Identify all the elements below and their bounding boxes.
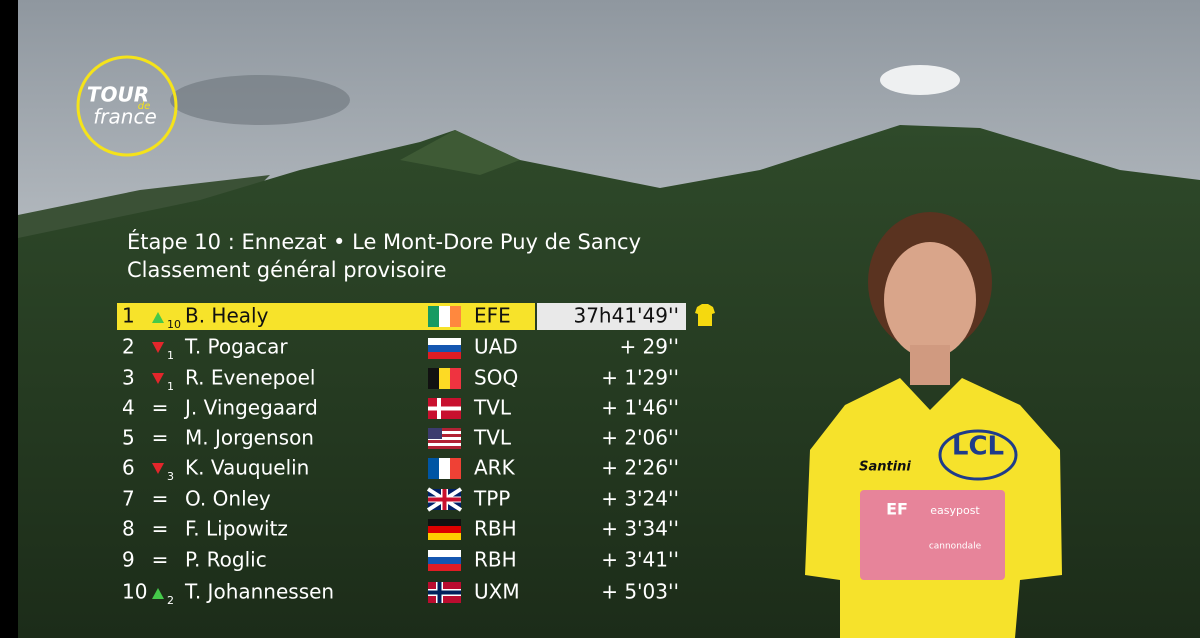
rank: 4	[122, 396, 135, 420]
team: UAD	[474, 335, 518, 359]
time: + 3'34''	[601, 517, 679, 541]
rank: 9	[122, 548, 135, 572]
movement-places: 1	[167, 349, 174, 362]
movement: =	[152, 487, 169, 511]
rider-name: K. Vauquelin	[185, 456, 309, 480]
time: 37h41'49''	[573, 304, 679, 328]
team: UXM	[474, 580, 520, 604]
jersey-text: LCL	[952, 432, 1004, 462]
logo-text: de	[138, 101, 151, 112]
time: + 29''	[619, 335, 679, 359]
flag	[428, 519, 461, 540]
rider-name: T. Johannessen	[184, 580, 334, 604]
rider-name: B. Healy	[185, 304, 269, 328]
classification-title: Classement général provisoire	[127, 258, 447, 282]
movement-places: 1	[167, 380, 174, 393]
jersey-text: easypost	[930, 504, 980, 517]
rider-name: J. Vingegaard	[183, 396, 318, 420]
time: + 2'06''	[601, 426, 679, 450]
movement: =	[152, 426, 169, 450]
time: + 2'26''	[601, 456, 679, 480]
flag	[428, 306, 461, 327]
rank: 10	[122, 580, 147, 604]
team: SOQ	[474, 366, 518, 390]
movement: =	[152, 548, 169, 572]
logo-text: TOUR	[87, 83, 149, 107]
logo-text: france	[93, 105, 157, 129]
rank: 6	[122, 456, 135, 480]
movement-places: 3	[167, 470, 174, 483]
logo: TOUR de france	[76, 55, 178, 157]
flag	[428, 338, 461, 359]
standings: 1 10 B. Healy EFE 37h41'49'' 2 1 T. Pogacar UAD +…	[122, 304, 679, 608]
movement-places: 2	[167, 594, 174, 607]
team: TPP	[473, 487, 510, 511]
time: + 3'41''	[601, 548, 679, 572]
time: + 1'46''	[601, 396, 679, 420]
rank: 1	[122, 304, 135, 328]
team: RBH	[474, 548, 517, 572]
rider-name: O. Onley	[185, 487, 271, 511]
movement: =	[152, 396, 169, 420]
movement-arrow	[152, 312, 164, 323]
rider-name: M. Jorgenson	[185, 426, 314, 450]
flag	[428, 582, 461, 603]
movement: =	[152, 517, 169, 541]
rank: 2	[122, 335, 135, 359]
movement-arrow	[152, 463, 164, 474]
team: EFE	[474, 304, 511, 328]
flag	[428, 458, 461, 479]
team: TVL	[473, 396, 512, 420]
flag	[428, 428, 461, 449]
flag	[428, 368, 461, 389]
flag	[428, 550, 461, 571]
movement-arrow	[152, 342, 164, 353]
rider-name: F. Lipowitz	[185, 517, 288, 541]
rider-name: T. Pogacar	[184, 335, 288, 359]
leader-time-box	[537, 303, 686, 330]
time: + 5'03''	[601, 580, 679, 604]
rider-image: LCL Santini EF easypost cannondale	[805, 212, 1062, 638]
flag	[428, 398, 461, 419]
leader-highlight	[117, 303, 535, 330]
rank: 3	[122, 366, 135, 390]
team: TVL	[473, 426, 512, 450]
movement-arrow	[152, 373, 164, 384]
logo-ring	[76, 55, 178, 157]
rider-name: P. Roglic	[185, 548, 267, 572]
rider-name: R. Evenepoel	[185, 366, 315, 390]
rank: 7	[122, 487, 135, 511]
flag	[426, 487, 463, 512]
rank: 8	[122, 517, 135, 541]
flags	[426, 306, 463, 603]
stage-title: Étape 10 : Ennezat • Le Mont-Dore Puy de…	[127, 229, 641, 254]
rank: 5	[122, 426, 135, 450]
movement-arrow	[152, 588, 164, 599]
movement-places: 10	[167, 318, 181, 331]
time: + 3'24''	[601, 487, 679, 511]
team: RBH	[474, 517, 517, 541]
team: ARK	[474, 456, 516, 480]
yellow-jersey-icon	[695, 304, 715, 326]
time: + 1'29''	[601, 366, 679, 390]
jersey-text: EF	[886, 500, 908, 519]
jersey-text: Santini	[859, 460, 911, 475]
jersey-text: cannondale	[929, 542, 982, 552]
